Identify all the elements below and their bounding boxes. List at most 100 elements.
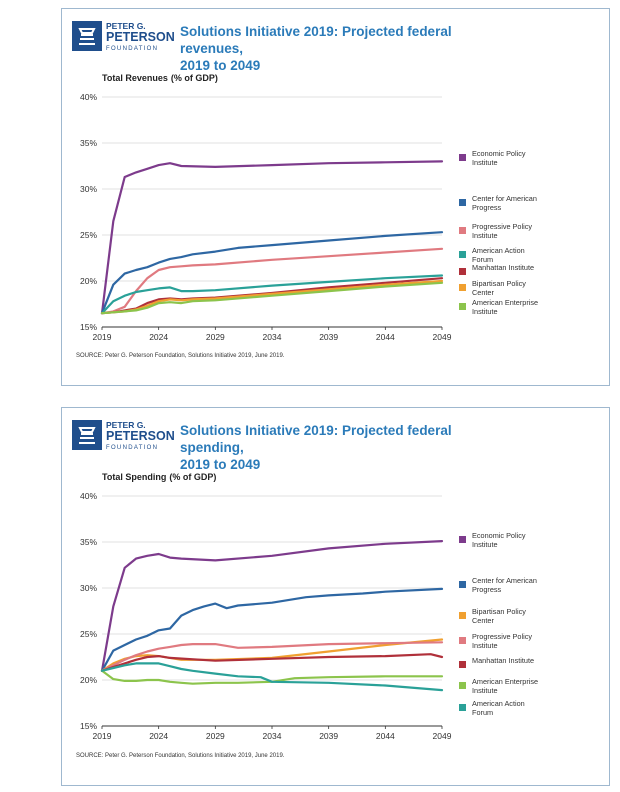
y-tick-label: 15% [80, 322, 97, 332]
legend-label-6: Bipartisan Policy [472, 279, 526, 288]
x-tick-label: 2029 [206, 332, 225, 342]
legend-label-6: Center [472, 288, 494, 297]
x-tick-label: 2024 [149, 332, 168, 342]
series-line-4 [100, 274, 444, 315]
x-tick-label: 2034 [263, 731, 282, 741]
legend-label-2: Progress [472, 585, 502, 594]
legend-label-1: Institute [472, 158, 498, 167]
logo-line2: PETERSON [106, 30, 175, 44]
chart-subtitle-unit: (% of GDP) [169, 472, 216, 482]
legend-swatch-1 [459, 536, 466, 543]
x-tick-label: 2019 [93, 332, 112, 342]
logo-line1: PETER G. [106, 21, 146, 31]
y-tick-label: 15% [80, 721, 97, 731]
legend-label-1: Economic Policy [472, 531, 526, 540]
chart-subtitle-main: Total Spending [102, 472, 166, 482]
legend-label-4: American Action [472, 246, 525, 255]
legend-label-1: Institute [472, 540, 498, 549]
logo-line1: PETER G. [106, 420, 146, 430]
x-tick-label: 2019 [93, 731, 112, 741]
y-tick-label: 20% [80, 276, 97, 286]
legend-swatch-6 [459, 682, 466, 689]
legend-label-2: Center for American [472, 576, 537, 585]
y-tick-label: 35% [80, 138, 97, 148]
y-tick-label: 40% [80, 92, 97, 102]
series-line-6 [100, 669, 444, 685]
logo-graphic: PETER G. PETERSON FOUNDATION [72, 21, 175, 52]
legend-swatch-5 [459, 268, 466, 275]
x-tick-label: 2049 [433, 332, 452, 342]
logo-line3: FOUNDATION [106, 445, 158, 451]
series-line-1 [100, 540, 444, 672]
source-note: SOURCE: Peter G. Peterson Foundation, So… [76, 353, 285, 359]
legend-swatch-3 [459, 612, 466, 619]
legend-label-1: Economic Policy [472, 149, 526, 158]
legend-label-5: Manhattan Institute [472, 263, 534, 272]
legend-label-7: Forum [472, 708, 493, 717]
legend-label-6: American Enterprise [472, 677, 538, 686]
x-tick-label: 2039 [319, 731, 338, 741]
peterson-foundation-logo: PETER G. PETERSON FOUNDATION [72, 19, 184, 59]
chart-title-line1: Solutions Initiative 2019: Projected fed… [180, 24, 452, 56]
logo-line3: FOUNDATION [106, 46, 158, 52]
y-tick-label: 30% [80, 583, 97, 593]
revenues-chart-panel: PETER G. PETERSON FOUNDATION Solutions I… [61, 8, 610, 386]
legend-label-2: Center for American [472, 194, 537, 203]
peterson-foundation-logo: PETER G. PETERSON FOUNDATION [72, 418, 184, 458]
legend-swatch-2 [459, 581, 466, 588]
legend-label-4: Progressive Policy [472, 632, 532, 641]
spending-line-chart: Total Spending (% of GDP) 40% 35% 30% 25% 20% 1… [80, 472, 538, 741]
series-line-2 [100, 587, 444, 672]
series-line-7 [100, 662, 444, 692]
x-tick-label: 2024 [149, 731, 168, 741]
x-tick-label: 2049 [433, 731, 452, 741]
legend-swatch-4 [459, 251, 466, 258]
chart-title-line1: Solutions Initiative 2019: Projected fed… [180, 423, 452, 455]
chart-title: Solutions Initiative 2019: Projected fed… [180, 23, 510, 74]
chart-title: Solutions Initiative 2019: Projected fed… [180, 422, 510, 473]
logo-line2: PETERSON [106, 429, 175, 443]
legend-label-7: American Enterprise [472, 298, 538, 307]
legend-label-7: Institute [472, 307, 498, 316]
legend-label-3: Progressive Policy [472, 222, 532, 231]
chart-subtitle: Total Revenues (% of GDP) [102, 73, 218, 83]
series-line-1 [100, 160, 444, 315]
series-line-2 [100, 231, 444, 315]
chart-subtitle-main: Total Revenues [102, 73, 168, 83]
legend-swatch-5 [459, 661, 466, 668]
legend-label-6: Institute [472, 686, 498, 695]
legend-label-7: American Action [472, 699, 525, 708]
revenues-line-chart: Total Revenues (% of GDP) 40% 35% 30% 25% 20% 1… [80, 73, 538, 342]
legend-swatch-7 [459, 303, 466, 310]
chart-title-line2: 2019 to 2049 [180, 58, 261, 73]
y-tick-label: 35% [80, 537, 97, 547]
logo-graphic: PETER G. PETERSON FOUNDATION [72, 420, 175, 451]
x-tick-label: 2044 [376, 731, 395, 741]
logo-lamp-icon [78, 28, 96, 45]
legend-label-4: Forum [472, 255, 493, 264]
legend-label-5: Manhattan Institute [472, 656, 534, 665]
legend-label-2: Progress [472, 203, 502, 212]
legend-swatch-7 [459, 704, 466, 711]
legend-label-4: Institute [472, 641, 498, 650]
x-tick-label: 2029 [206, 731, 225, 741]
y-tick-label: 25% [80, 230, 97, 240]
legend-swatch-1 [459, 154, 466, 161]
x-tick-label: 2034 [263, 332, 282, 342]
x-tick-label: 2039 [319, 332, 338, 342]
series-line-4 [100, 641, 444, 672]
y-tick-label: 30% [80, 184, 97, 194]
y-tick-label: 25% [80, 629, 97, 639]
y-tick-label: 40% [80, 491, 97, 501]
legend-label-3: Institute [472, 231, 498, 240]
legend-swatch-6 [459, 284, 466, 291]
y-tick-label: 20% [80, 675, 97, 685]
series-line-3 [100, 247, 444, 315]
source-note: SOURCE: Peter G. Peterson Foundation, So… [76, 753, 285, 759]
legend-swatch-2 [459, 199, 466, 206]
legend-label-3: Center [472, 616, 494, 625]
legend-label-3: Bipartisan Policy [472, 607, 526, 616]
series-line-7 [100, 281, 444, 315]
x-tick-label: 2044 [376, 332, 395, 342]
chart-subtitle: Total Spending (% of GDP) [102, 472, 216, 482]
